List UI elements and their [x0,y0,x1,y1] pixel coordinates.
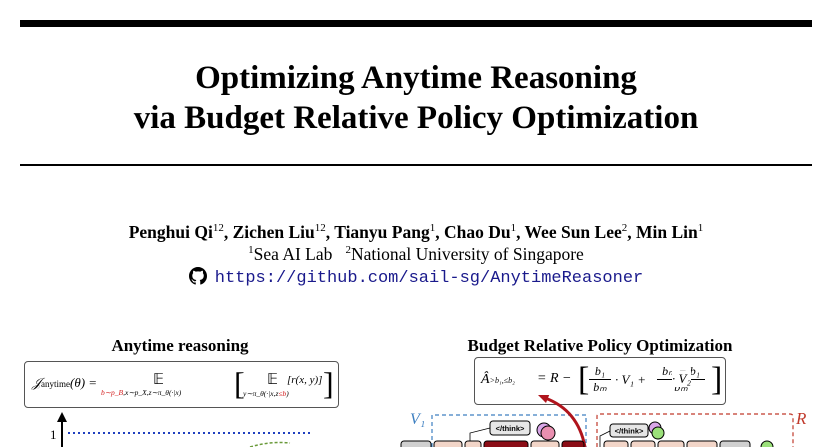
author: Tianyu Pang1, [334,222,444,242]
panel-title-anytime: Anytime reasoning [111,336,249,355]
affiliations: 1Sea AI Lab 2National University of Sing… [0,244,832,265]
svg-text:</think>: </think> [615,427,644,436]
r-dashed-box [596,413,794,447]
red-arrow [544,396,587,447]
figure-graphics: 1 V₁ R </think> </think> [50,395,807,447]
anytime-objective-formula: 𝒥anytime(θ) = 𝔼 b∼p_B,x∼p_X,z∼π_θ(·|x) [… [24,361,339,408]
avatar-icon [760,440,774,447]
y-tick-1: 1 [50,427,57,442]
paper-title: Optimizing Anytime Reasoning via Budget … [0,58,832,138]
v1-dashed-box [431,414,587,447]
red-arrowhead [538,395,550,403]
avatar-icon [651,426,665,440]
top-rule [20,20,812,27]
v1-label: V₁ [410,411,425,428]
think-tag-right: </think> [609,423,649,438]
panel-title-brpo: Budget Relative Policy Optimization [467,336,733,355]
title-bottom-rule [20,164,812,166]
author: Chao Du1, [443,222,525,242]
title-line-2: via Budget Relative Policy Optimization [133,100,699,136]
token-row [400,440,751,447]
y-axis-arrow [57,412,67,422]
title-line-1: Optimizing Anytime Reasoning [195,60,637,96]
author: Wee Sun Lee2, [524,222,636,242]
author-list: Penghui Qi12, Zichen Liu12, Tianyu Pang1… [0,222,832,243]
affiliation: 2National University of Singapore [345,244,584,264]
formula-term-v2: · V₂ [672,371,691,387]
author: Min Lin1 [636,222,704,242]
svg-text:</think>: </think> [496,424,525,433]
avatar-icon [540,425,556,441]
repo-link[interactable]: https://github.com/sail-sg/AnytimeReason… [214,269,644,288]
affiliation: 1Sea AI Lab [248,244,333,264]
r-label: R [795,409,807,428]
think-tag-left: </think> [489,420,531,436]
repo-line: https://github.com/sail-sg/AnytimeReason… [0,267,832,288]
author: Zichen Liu12, [232,222,335,242]
github-icon [188,267,207,285]
curve-fragment [249,441,291,447]
author: Penghui Qi12, [128,222,233,242]
